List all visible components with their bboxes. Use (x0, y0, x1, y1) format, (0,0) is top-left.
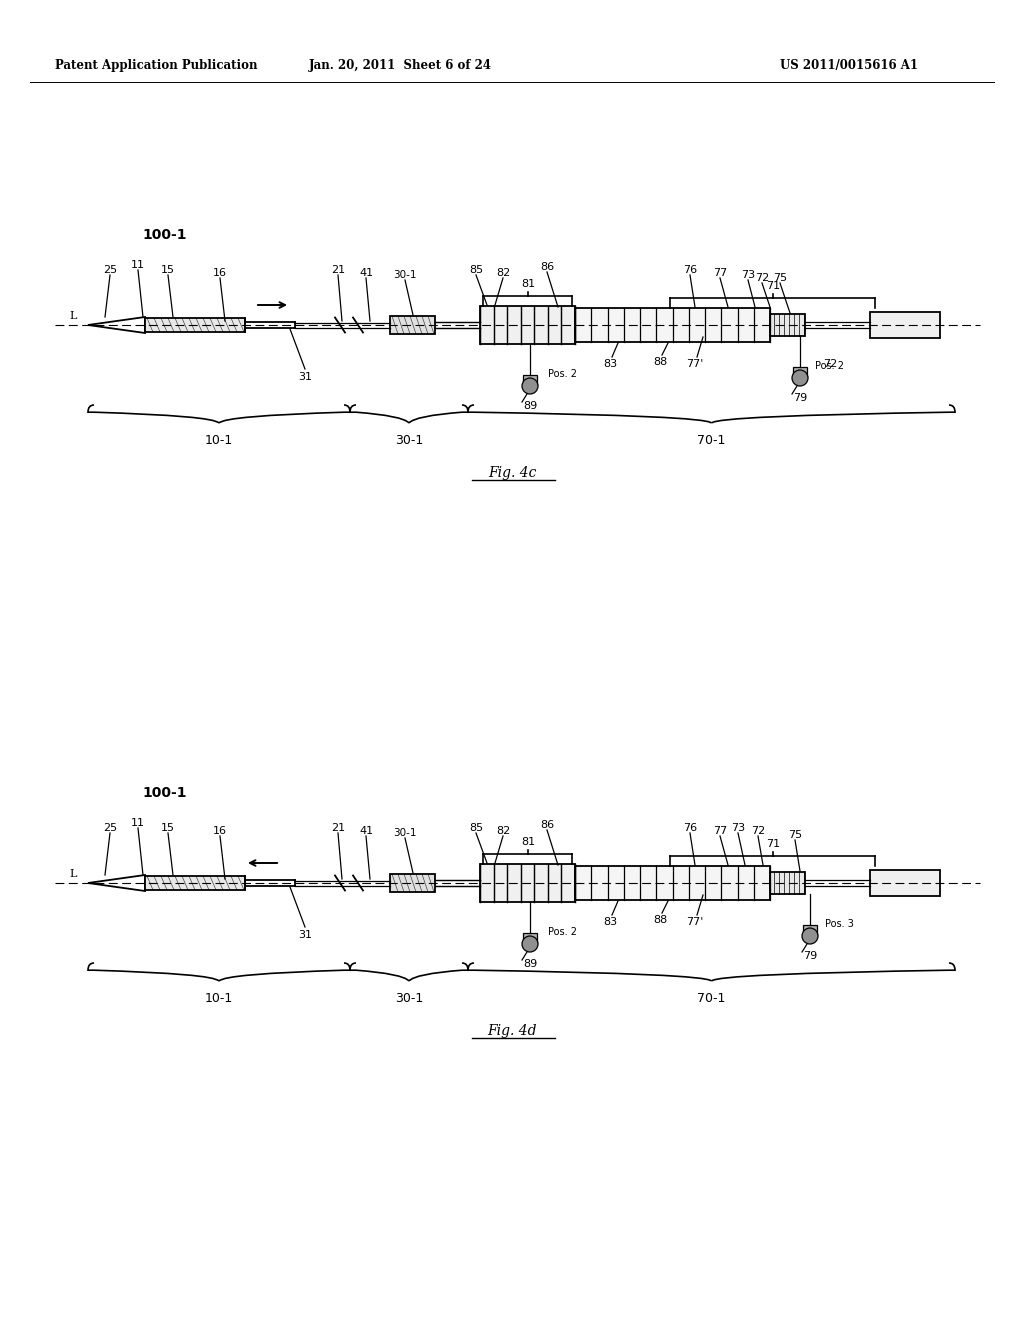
Bar (770, 314, 805, 337)
Text: 15: 15 (161, 822, 175, 833)
Text: 75: 75 (787, 830, 802, 840)
Text: 30-1: 30-1 (395, 433, 423, 446)
Bar (523, 933, 537, 944)
Text: 73: 73 (741, 271, 755, 280)
Text: Pos. 2: Pos. 2 (548, 370, 577, 379)
Text: 70-1: 70-1 (696, 433, 725, 446)
Text: 100-1: 100-1 (142, 228, 187, 242)
Text: L: L (70, 312, 77, 321)
Bar (803, 925, 817, 936)
Text: Pos. 2: Pos. 2 (548, 927, 577, 937)
Text: 31: 31 (298, 931, 312, 940)
Text: 72: 72 (751, 826, 765, 836)
Text: 77: 77 (713, 826, 727, 836)
Text: 71: 71 (766, 840, 780, 849)
Bar (575, 866, 770, 900)
Text: 73: 73 (731, 822, 745, 833)
Text: 89: 89 (523, 960, 538, 969)
Bar (145, 876, 245, 890)
Text: 71: 71 (766, 281, 780, 290)
Text: 25: 25 (103, 822, 117, 833)
Text: 83: 83 (603, 917, 617, 927)
Bar (575, 308, 770, 342)
Text: Jan. 20, 2011  Sheet 6 of 24: Jan. 20, 2011 Sheet 6 of 24 (308, 58, 492, 71)
Text: 100-1: 100-1 (142, 785, 187, 800)
Text: 16: 16 (213, 826, 227, 836)
Text: 21: 21 (331, 265, 345, 275)
Text: 31: 31 (298, 372, 312, 381)
Text: 77': 77' (686, 359, 703, 370)
Text: 86: 86 (540, 820, 554, 830)
Text: 30-1: 30-1 (393, 828, 417, 838)
Bar (480, 306, 575, 345)
Text: 86: 86 (540, 261, 554, 272)
Text: 76: 76 (683, 822, 697, 833)
Text: 81: 81 (521, 837, 536, 847)
Text: 85: 85 (469, 822, 483, 833)
Text: 41: 41 (359, 268, 373, 279)
Text: 41: 41 (359, 826, 373, 836)
Bar (870, 312, 940, 338)
Text: 82: 82 (496, 826, 510, 836)
Text: 89: 89 (523, 401, 538, 411)
Text: Patent Application Publication: Patent Application Publication (55, 58, 257, 71)
Circle shape (802, 928, 818, 944)
Text: 72: 72 (823, 359, 838, 370)
Text: 16: 16 (213, 268, 227, 279)
Bar (390, 315, 435, 334)
Text: 75: 75 (773, 273, 787, 282)
Text: 83: 83 (603, 359, 617, 370)
Text: 77: 77 (713, 268, 727, 279)
Text: Pos. 2: Pos. 2 (815, 360, 844, 371)
Text: 76: 76 (683, 265, 697, 275)
Text: Pos. 3: Pos. 3 (825, 919, 854, 929)
Text: L: L (70, 869, 77, 879)
Circle shape (522, 378, 538, 393)
Text: 10-1: 10-1 (205, 991, 233, 1005)
Bar (770, 873, 805, 894)
Text: 21: 21 (331, 822, 345, 833)
Text: 85: 85 (469, 265, 483, 275)
Text: 25: 25 (103, 265, 117, 275)
Text: US 2011/0015616 A1: US 2011/0015616 A1 (780, 58, 918, 71)
Text: 77': 77' (686, 917, 703, 927)
Text: 10-1: 10-1 (205, 433, 233, 446)
Bar (523, 375, 537, 385)
Text: 79: 79 (803, 950, 817, 961)
Text: Fig. 4d: Fig. 4d (487, 1024, 537, 1038)
Text: 11: 11 (131, 260, 145, 271)
Bar (145, 318, 245, 333)
Text: 79: 79 (793, 393, 807, 403)
Circle shape (792, 370, 808, 385)
Text: 30-1: 30-1 (393, 271, 417, 280)
Circle shape (522, 936, 538, 952)
Bar (480, 865, 575, 902)
Text: 30-1: 30-1 (395, 991, 423, 1005)
Bar (390, 874, 435, 892)
Text: 81: 81 (521, 279, 536, 289)
Text: 88: 88 (653, 356, 667, 367)
Bar (870, 870, 940, 896)
Bar (793, 367, 807, 378)
Text: 11: 11 (131, 818, 145, 828)
Text: 88: 88 (653, 915, 667, 925)
Text: 72: 72 (755, 273, 769, 282)
Text: Fig. 4c: Fig. 4c (487, 466, 537, 480)
Text: 70-1: 70-1 (696, 991, 725, 1005)
Text: 82: 82 (496, 268, 510, 279)
Text: 15: 15 (161, 265, 175, 275)
